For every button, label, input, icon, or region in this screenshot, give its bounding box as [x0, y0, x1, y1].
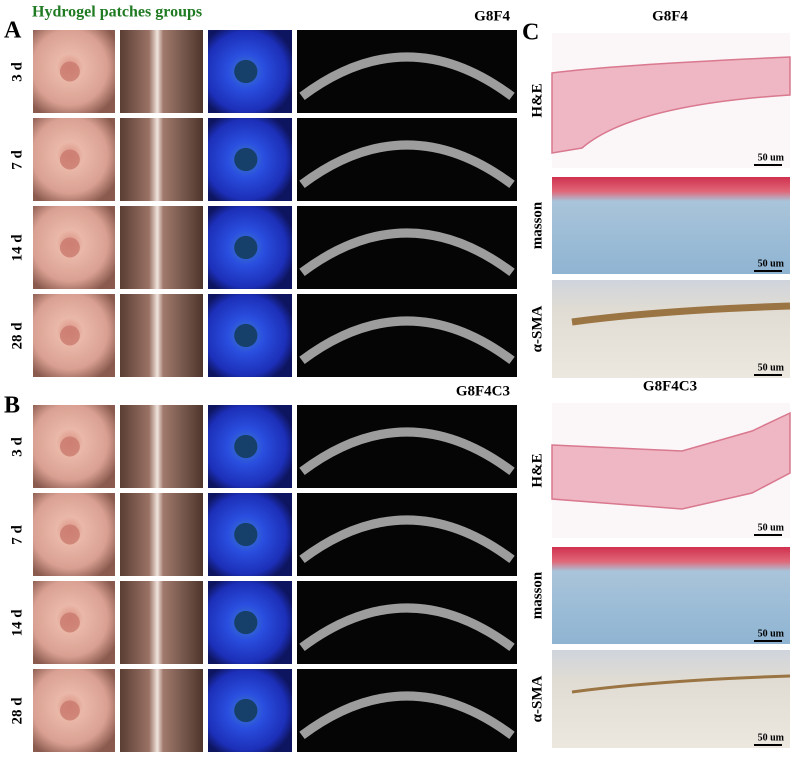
slit-image — [120, 493, 203, 576]
pupil — [234, 59, 258, 84]
pupil — [234, 698, 258, 723]
scale-bar-label: 50 um — [758, 152, 785, 163]
oct-image — [297, 30, 517, 113]
pupil — [59, 700, 80, 721]
row-label: 28 d — [9, 697, 25, 725]
oct-cornea — [299, 316, 515, 364]
pupil — [234, 235, 258, 260]
row-label: 7 d — [9, 525, 25, 545]
oct-cornea — [299, 140, 515, 188]
slit-image — [120, 294, 203, 377]
oct-cornea — [299, 228, 515, 276]
group-label: G8F4C3 — [456, 383, 510, 399]
oct-cornea — [299, 515, 515, 563]
oct-cornea — [299, 603, 515, 651]
group-label: G8F4 — [474, 8, 510, 24]
sma-stain — [571, 674, 791, 694]
row-label: 14 d — [9, 609, 25, 637]
pupil — [234, 610, 258, 635]
panel-label: B — [4, 393, 20, 419]
stain-label: H&E — [529, 83, 545, 117]
slit-image — [120, 669, 203, 752]
stain-label: masson — [529, 571, 545, 619]
oct-cornea — [299, 427, 515, 475]
sma-stain — [571, 302, 791, 326]
oct-image — [297, 493, 517, 576]
oct-image — [297, 294, 517, 377]
pupil — [234, 522, 258, 547]
pupil — [59, 436, 80, 457]
scale-bar-label: 50 um — [758, 522, 785, 533]
pupil — [59, 149, 80, 170]
oct-cornea — [299, 691, 515, 739]
stain-label: α-SMA — [529, 305, 545, 352]
masson-image — [552, 177, 790, 274]
row-label: 3 d — [9, 62, 25, 82]
scale-bar-label: 50 um — [758, 362, 785, 373]
group-label: G8F4 — [652, 8, 688, 24]
scale-bar-label: 50 um — [758, 628, 785, 639]
scale-bar-label: 50 um — [758, 258, 785, 269]
stain-label: α-SMA — [529, 675, 545, 722]
pupil — [234, 323, 258, 348]
slit-image — [120, 581, 203, 664]
pupil — [59, 61, 80, 82]
oct-image — [297, 206, 517, 289]
panel-label: A — [4, 18, 22, 44]
row-label: 7 d — [9, 150, 25, 170]
slit-image — [120, 118, 203, 201]
panel-label: C — [522, 20, 539, 46]
scale-bar-label: 50 um — [758, 732, 785, 743]
oct-cornea — [299, 52, 515, 100]
row-label: 28 d — [9, 322, 25, 350]
oct-image — [297, 669, 517, 752]
row-label: 14 d — [9, 234, 25, 262]
group-label: G8F4C3 — [643, 378, 697, 394]
pupil — [59, 237, 80, 258]
stain-label: masson — [529, 201, 545, 249]
pupil — [59, 612, 80, 633]
oct-image — [297, 405, 517, 488]
he-tissue — [551, 411, 791, 510]
oct-image — [297, 581, 517, 664]
row-label: 3 d — [9, 437, 25, 457]
sma-image — [552, 280, 790, 378]
slit-image — [120, 30, 203, 113]
pupil — [59, 325, 80, 346]
oct-image — [297, 118, 517, 201]
pupil — [234, 434, 258, 459]
pupil — [234, 147, 258, 172]
sma-image — [552, 650, 790, 748]
pupil — [59, 524, 80, 545]
stain-label: H&E — [529, 453, 545, 487]
slit-image — [120, 206, 203, 289]
masson-image — [552, 547, 790, 644]
figure-title: Hydrogel patches groups — [32, 4, 202, 21]
he-tissue — [551, 56, 791, 154]
slit-image — [120, 405, 203, 488]
